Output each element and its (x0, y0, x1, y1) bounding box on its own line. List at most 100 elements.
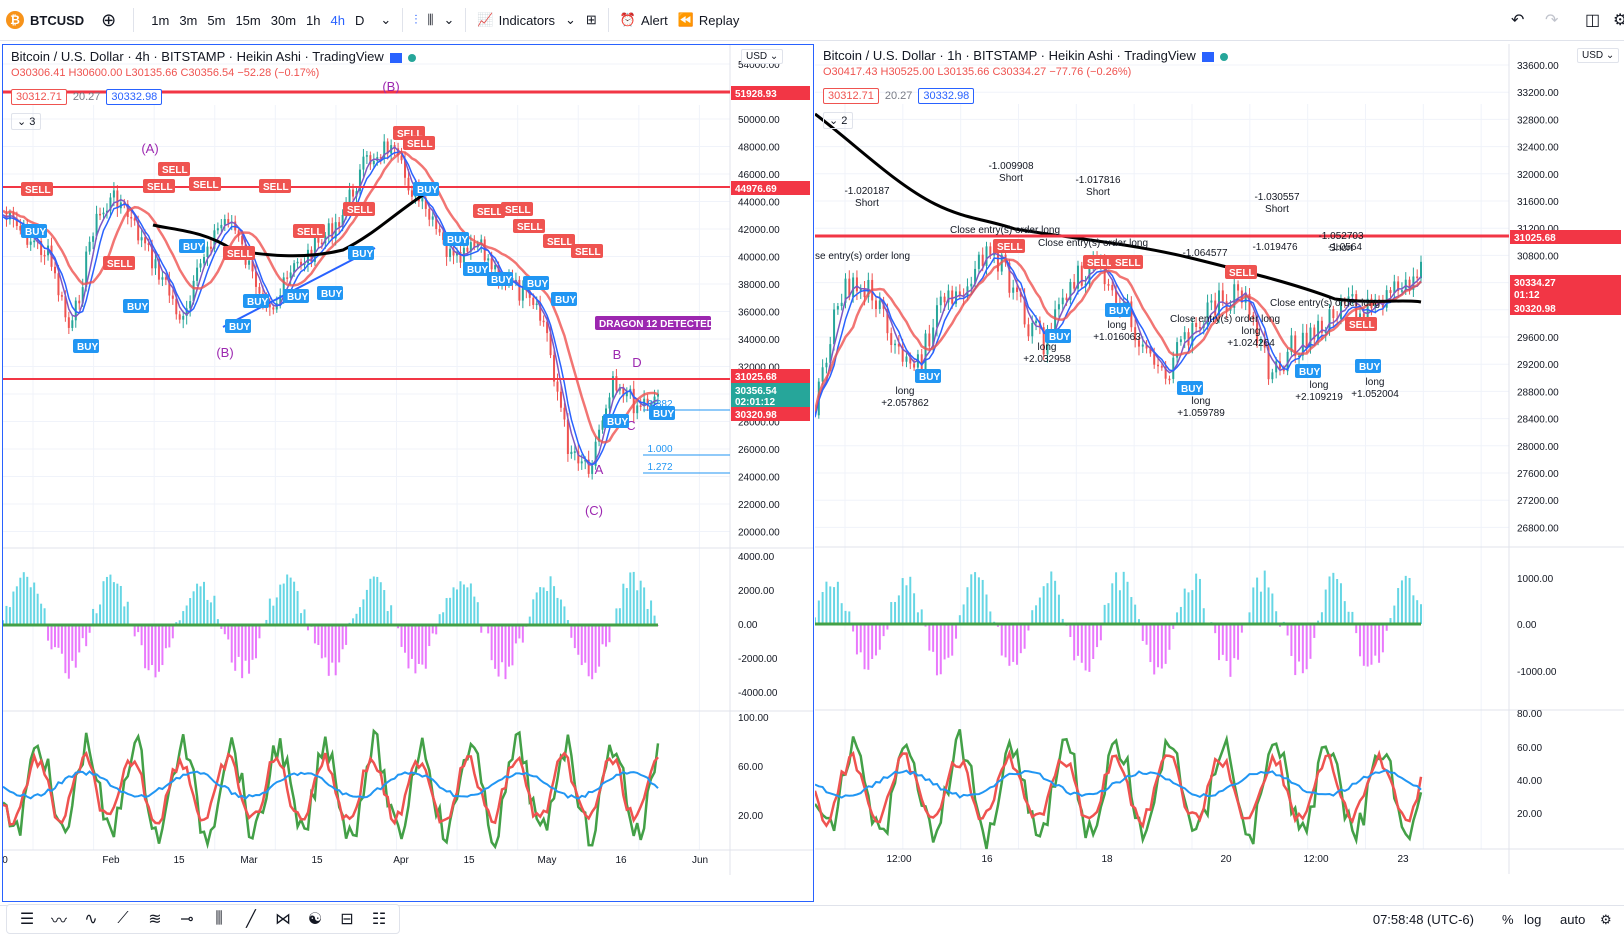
settings-lines-icon[interactable]: ☷ (371, 911, 387, 928)
ohlc-high: H30600.00 (68, 67, 123, 79)
heikin-ashi-candle (421, 197, 424, 202)
bid-price[interactable]: 30312.71 (823, 88, 879, 104)
heikin-ashi-candle (1309, 327, 1312, 349)
compare-add-icon[interactable]: ⊕ (101, 9, 117, 30)
bars-pattern-icon[interactable]: ⫼ (215, 910, 223, 927)
bars-icon[interactable]: ⫼ (427, 12, 434, 27)
interval-4h[interactable]: 4h (330, 12, 345, 28)
price-tag-bg (731, 369, 810, 383)
legend-toggle[interactable]: ⌄ 3 (11, 113, 42, 130)
right-chart-canvas[interactable]: 33600.00 33200.00 32800.00 32400.00 32000.00… (815, 44, 1624, 900)
bid-price[interactable]: 30312.71 (11, 89, 67, 105)
currency-selector[interactable]: USD ⌄ (1577, 48, 1620, 63)
price-tick: 48000.00 (738, 143, 780, 154)
candles-icon[interactable]: ⫶ (414, 12, 418, 27)
stoch-green-line (3, 728, 660, 850)
log-toggle[interactable]: log (1524, 912, 1542, 927)
heikin-ashi-candle (85, 251, 88, 288)
long-value: +2.032958 (1023, 354, 1071, 365)
heikin-ashi-candle (223, 219, 226, 225)
menu-lines-icon[interactable]: ☰ (19, 911, 35, 928)
alert-button[interactable]: ⏰ Alert (615, 6, 673, 34)
price-tick: 32000.00 (1517, 170, 1559, 181)
buy-marker-bg (21, 224, 47, 238)
chart-type-dropdown-icon[interactable]: ⌄ (443, 12, 455, 27)
heikin-ashi-candle (147, 243, 150, 245)
heikin-ashi-candle (1080, 265, 1083, 286)
ma-blue-line (815, 257, 1422, 418)
indicators-dropdown-icon[interactable]: ⌄ (564, 12, 576, 27)
short-label: Short (1086, 187, 1110, 198)
buy-marker: BUY (247, 297, 268, 308)
heikin-ashi-candle (608, 397, 611, 409)
heikin-ashi-candle (897, 343, 900, 347)
left-chart-canvas[interactable]: 54000.0052000.0050000.0048000.0046000.00… (3, 45, 813, 901)
percent-toggle[interactable]: % (1502, 912, 1514, 927)
panel-layout-icon[interactable]: ◫ (1585, 12, 1601, 29)
currency-selector[interactable]: USD ⌄ (741, 49, 784, 64)
right-chart-pane[interactable]: 33600.00 33200.00 32800.00 32400.00 32000.00… (815, 44, 1624, 900)
channel-icon[interactable]: ≋ (148, 911, 162, 928)
symbol-search[interactable]: ₿ BTCUSD (0, 0, 90, 40)
settings-gear-icon[interactable]: ⚙ (1600, 912, 1612, 927)
indicators-button[interactable]: 📈 Indicators (472, 6, 560, 34)
buy-marker-bg (317, 286, 343, 300)
interval-3m[interactable]: 3m (179, 12, 198, 28)
price-tick: 32800.00 (1517, 115, 1559, 126)
legend-toggle[interactable]: ⌄ 2 (823, 112, 854, 129)
abc-pattern-icon[interactable]: 〰 (50, 913, 67, 930)
fib-label: 1.272 (647, 462, 672, 473)
horizontal-ray-icon[interactable]: ⊸ (180, 911, 194, 928)
trend-line-icon[interactable]: ⟋ (117, 910, 129, 927)
heikin-ashi-candle (112, 190, 115, 198)
heikin-ashi-candle (594, 441, 597, 466)
clock[interactable]: 07:58:48 (UTC-6) (1372, 912, 1474, 927)
spiral-icon[interactable]: ☯ (307, 911, 323, 928)
elliott-wave-icon[interactable]: ∿ (84, 911, 98, 928)
interval-D[interactable]: D (354, 12, 365, 28)
line-icon[interactable]: ╱ (246, 911, 256, 928)
wave-label: D (632, 355, 641, 370)
stoch-blue-line (815, 769, 1422, 799)
auto-toggle[interactable]: auto (1560, 912, 1586, 927)
ask-price[interactable]: 30332.98 (106, 89, 163, 105)
heikin-ashi-candle (553, 355, 556, 382)
heikin-ashi-candle (632, 388, 635, 414)
heikin-ashi-candle (1176, 342, 1179, 358)
replay-button[interactable]: ⏪ Replay (673, 6, 745, 34)
left-bid-ask: 30312.71 20.27 30332.98 (11, 89, 163, 105)
settings-partial-icon[interactable]: ⚙ (1613, 12, 1624, 29)
interval-1h[interactable]: 1h (306, 12, 321, 28)
heikin-ashi-candle (622, 387, 625, 397)
buy-marker-bg (915, 369, 941, 383)
heikin-ashi-candle (490, 258, 493, 270)
ask-price[interactable]: 30332.98 (918, 88, 975, 104)
time-tick: 20 (1220, 854, 1232, 865)
interval-dropdown-icon[interactable]: ⌄ (380, 12, 392, 27)
heikin-ashi-candle (1351, 294, 1354, 297)
heikin-ashi-candle (241, 235, 244, 245)
long-label: long (1242, 326, 1261, 337)
left-chart-pane[interactable]: 54000.0052000.0050000.0048000.0046000.00… (2, 44, 814, 902)
interval-5m[interactable]: 5m (207, 12, 226, 28)
heikin-ashi-candle (19, 226, 22, 231)
xabcd-pattern-icon[interactable]: ⋈ (275, 911, 291, 928)
price-tag-bg (1510, 301, 1621, 315)
buy-marker: BUY (417, 185, 438, 196)
sell-marker-bg (993, 239, 1025, 253)
heikin-ashi-candle (133, 218, 136, 221)
interval-15m[interactable]: 15m (235, 12, 261, 28)
ruler-icon[interactable]: ⊟ (340, 911, 354, 928)
short-value: -1.017816 (1075, 175, 1120, 186)
sell-marker-bg (189, 177, 221, 191)
sell-marker: SELL (297, 227, 323, 238)
interval-1m[interactable]: 1m (151, 12, 170, 28)
redo-icon[interactable]: ↷ (1545, 12, 1559, 29)
interval-30m[interactable]: 30m (270, 12, 297, 28)
heikin-ashi-candle (272, 307, 275, 310)
sell-marker: SELL (107, 259, 133, 270)
undo-icon[interactable]: ↶ (1511, 12, 1525, 29)
buy-marker: BUY (127, 302, 148, 313)
layout-grid-icon[interactable]: ⊞ (585, 12, 597, 27)
time-tick: 15 (311, 855, 323, 866)
